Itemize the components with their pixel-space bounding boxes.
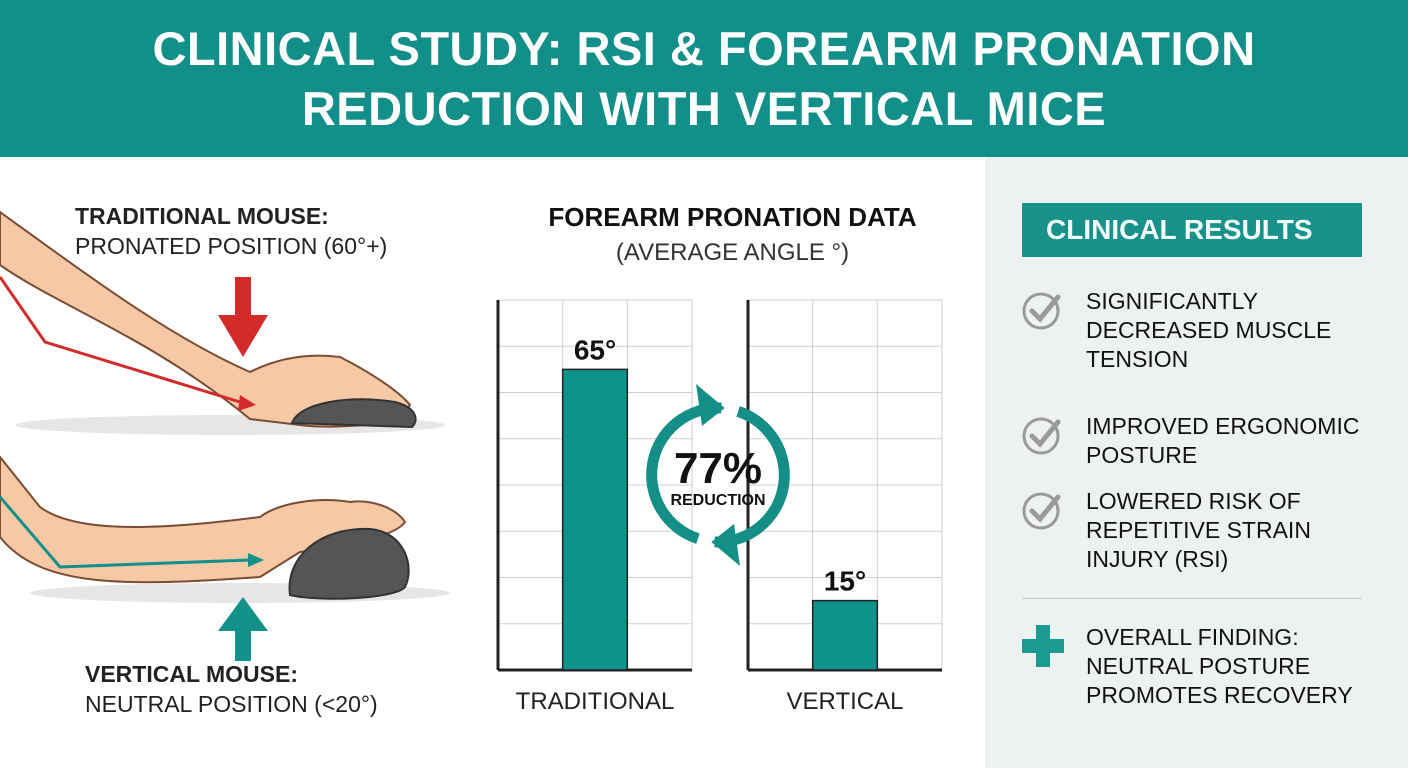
- vertical-arm-illustration: [0, 455, 450, 661]
- results-heading: CLINICAL RESULTS: [1022, 203, 1362, 257]
- data-label: 15°: [824, 566, 866, 597]
- arrow-down-icon: [218, 277, 268, 357]
- result-item-text: SIGNIFICANTLY DECREASED MUSCLE TENSION: [1086, 288, 1332, 372]
- clinical-results-panel: CLINICAL RESULTS SIGNIFICANTLY DECREASED…: [985, 157, 1408, 768]
- vertical-mouse-desc: NEUTRAL POSITION (<20°): [85, 691, 378, 717]
- result-item: LOWERED RISK OF REPETITIVE STRAIN INJURY…: [1022, 487, 1311, 574]
- check-circle-icon: [1022, 417, 1061, 455]
- traditional-mouse-title: TRADITIONAL MOUSE:: [75, 203, 329, 229]
- reduction-label: REDUCTION: [670, 492, 765, 509]
- result-item: IMPROVED ERGONOMIC POSTURE: [1022, 412, 1359, 470]
- bar-vertical: [811, 599, 879, 671]
- data-label: 65°: [574, 334, 616, 365]
- reduction-percent: 77%: [674, 444, 762, 493]
- cycle-arrow-arc: [714, 406, 790, 548]
- result-item-text: LOWERED RISK OF REPETITIVE STRAIN INJURY…: [1086, 488, 1311, 572]
- bar-traditional: [561, 368, 629, 671]
- cycle-arrow-arc: [646, 402, 722, 544]
- chart-plot: 65° TRADITIONAL 15° VERTICAL 77%REDUCTION: [496, 299, 943, 715]
- overall-finding: OVERALL FINDING: NEUTRAL POSTURE PROMOTE…: [1022, 623, 1353, 710]
- posture-illustration-panel: TRADITIONAL MOUSE: PRONATED POSITION (60…: [0, 157, 480, 768]
- result-item: SIGNIFICANTLY DECREASED MUSCLE TENSION: [1022, 287, 1331, 374]
- traditional-mouse-label: TRADITIONAL MOUSE: PRONATED POSITION (60…: [75, 201, 387, 261]
- overall-finding-text: OVERALL FINDING: NEUTRAL POSTURE PROMOTE…: [1086, 624, 1353, 708]
- arrow-up-icon: [218, 597, 268, 661]
- chart-subtitle: (AVERAGE ANGLE °): [615, 239, 850, 266]
- divider: [1022, 598, 1362, 599]
- vertical-mouse-label: VERTICAL MOUSE: NEUTRAL POSITION (<20°): [85, 659, 378, 719]
- chart-title: FOREARM PRONATION DATA: [548, 202, 917, 232]
- check-circle-icon: [1022, 492, 1061, 530]
- category-label: VERTICAL: [787, 688, 904, 715]
- result-item-text: IMPROVED ERGONOMIC POSTURE: [1086, 413, 1360, 468]
- cycle-arrowhead-icon: [711, 524, 740, 566]
- page-title: CLINICAL STUDY: RSI & FOREARM PRONATION …: [152, 21, 1256, 135]
- traditional-mouse-desc: PRONATED POSITION (60°+): [75, 233, 388, 259]
- arm-mouse-illustration: [0, 210, 450, 661]
- header-banner: CLINICAL STUDY: RSI & FOREARM PRONATION …: [0, 0, 1408, 157]
- vertical-mouse-title: VERTICAL MOUSE:: [85, 661, 298, 687]
- category-label: TRADITIONAL: [516, 688, 675, 715]
- pronation-chart: FOREARM PRONATION DATA (AVERAGE ANGLE °)…: [480, 157, 985, 768]
- medical-cross-icon: [1022, 625, 1064, 667]
- traditional-arm-illustration: [0, 210, 445, 435]
- cycle-arrowhead-icon: [696, 384, 725, 426]
- check-circle-icon: [1022, 292, 1061, 330]
